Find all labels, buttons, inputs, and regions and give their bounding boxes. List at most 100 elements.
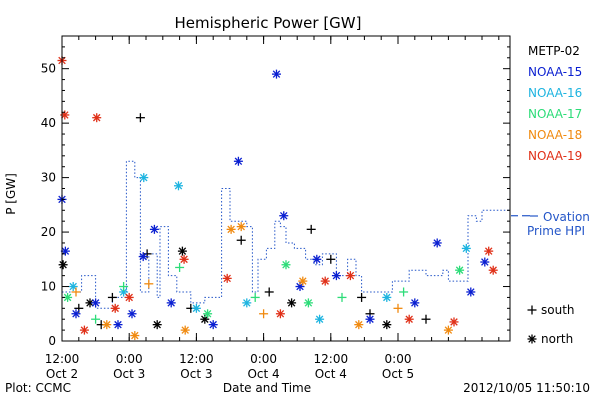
- data-point-south: [337, 292, 347, 302]
- legend-entry-noaa-18: NOAA-18: [528, 128, 582, 142]
- data-point-north: [365, 314, 375, 324]
- data-point-north: [466, 287, 476, 297]
- data-point-south: [421, 314, 431, 324]
- data-point-north: [281, 260, 291, 270]
- legend-entry-noaa-19: NOAA-19: [528, 149, 582, 163]
- data-point-north: [461, 243, 471, 253]
- star-stroke: [355, 320, 363, 329]
- x-tick-date-label: Oct 3: [113, 367, 145, 381]
- data-point-north: [110, 303, 120, 313]
- y-tick-label: 30: [41, 171, 56, 185]
- star-stroke: [481, 258, 489, 266]
- data-point-north: [455, 265, 465, 275]
- star-stroke: [69, 282, 77, 291]
- star-stroke: [282, 260, 290, 269]
- chart-title: Hemispheric Power [GW]: [175, 14, 362, 32]
- star-stroke: [383, 320, 391, 329]
- plot-timestamp: 2012/10/05 11:50:10: [463, 381, 590, 395]
- x-tick-time-label: 0:00: [250, 352, 277, 366]
- series-metp-02: [58, 113, 431, 330]
- ovation-step-line: [62, 160, 510, 309]
- data-point-north: [382, 292, 392, 302]
- marker-legend-symbol: [527, 305, 537, 315]
- star-stroke: [243, 299, 251, 307]
- data-point-north: [113, 320, 123, 330]
- ovation-prime-hpi-line: [62, 160, 530, 309]
- data-point-north: [484, 246, 494, 256]
- star-stroke: [332, 271, 341, 280]
- y-tick-label: 40: [41, 116, 56, 130]
- star-stroke: [128, 310, 136, 318]
- star-stroke: [72, 310, 80, 318]
- data-point-south: [107, 292, 117, 302]
- data-point-south: [399, 287, 409, 297]
- data-point-south: [250, 292, 260, 302]
- data-point-north: [179, 254, 189, 264]
- star-stroke: [383, 293, 391, 302]
- legend-entry-metp-02: METP-02: [528, 44, 580, 58]
- star-stroke: [209, 320, 217, 329]
- x-tick-date-label: Oct 3: [180, 367, 212, 381]
- star-stroke: [444, 326, 453, 334]
- data-point-north: [331, 271, 341, 281]
- x-tick-date-label: Oct 4: [247, 367, 279, 381]
- star-stroke: [180, 255, 188, 264]
- star-stroke: [489, 266, 497, 274]
- x-tick-date-label: Oct 4: [315, 367, 347, 381]
- data-point-north: [279, 211, 289, 221]
- star-stroke: [315, 315, 324, 323]
- data-point-north: [191, 303, 201, 313]
- star-stroke: [346, 271, 355, 280]
- data-point-north: [149, 224, 159, 234]
- series-noaa-17: [63, 260, 465, 324]
- data-point-north: [443, 325, 453, 335]
- x-tick-time-label: 12:00: [45, 352, 80, 366]
- star-stroke: [203, 310, 212, 318]
- marker-legend-symbol: [527, 334, 537, 344]
- star-stroke: [287, 299, 296, 307]
- y-tick-label: 20: [41, 225, 56, 239]
- legend-ovation-label: Prime HPI: [527, 224, 585, 238]
- star-stroke: [125, 293, 133, 302]
- y-tick-label: 0: [48, 334, 56, 348]
- x-tick-date-label: Oct 2: [46, 367, 78, 381]
- star-stroke: [150, 225, 159, 234]
- star-stroke: [174, 182, 183, 190]
- x-tick-time-label: 12:00: [314, 352, 349, 366]
- y-axis-label: P [GW]: [4, 173, 18, 215]
- data-point-north: [287, 298, 297, 308]
- star-stroke: [280, 211, 288, 220]
- star-stroke: [153, 320, 161, 329]
- star-stroke: [181, 326, 189, 334]
- star-stroke: [304, 299, 313, 307]
- star-stroke: [80, 326, 89, 334]
- data-point-south: [236, 235, 246, 245]
- data-point-south: [175, 262, 185, 272]
- marker-legend-south: south: [527, 303, 575, 317]
- star-stroke: [140, 173, 148, 182]
- star-stroke: [433, 239, 441, 247]
- data-point-north: [180, 325, 190, 335]
- legend-ovation-label: Ovation: [543, 210, 590, 224]
- data-point-north: [480, 257, 490, 267]
- star-stroke: [86, 299, 94, 307]
- star-stroke: [131, 331, 139, 340]
- data-points: [57, 56, 498, 341]
- data-point-north: [102, 320, 112, 330]
- star-stroke: [272, 70, 281, 78]
- data-point-north: [63, 292, 73, 302]
- star-stroke: [276, 310, 285, 318]
- data-point-north: [242, 298, 252, 308]
- data-point-north: [404, 314, 414, 324]
- data-point-south: [264, 287, 274, 297]
- data-point-north: [236, 222, 246, 232]
- data-point-south: [259, 309, 269, 319]
- star-stroke: [227, 225, 235, 234]
- star-stroke: [167, 299, 175, 307]
- data-point-north: [233, 156, 243, 166]
- data-point-north: [345, 271, 355, 281]
- star-stroke: [299, 277, 307, 285]
- data-point-south: [393, 303, 403, 313]
- data-point-north: [298, 276, 308, 286]
